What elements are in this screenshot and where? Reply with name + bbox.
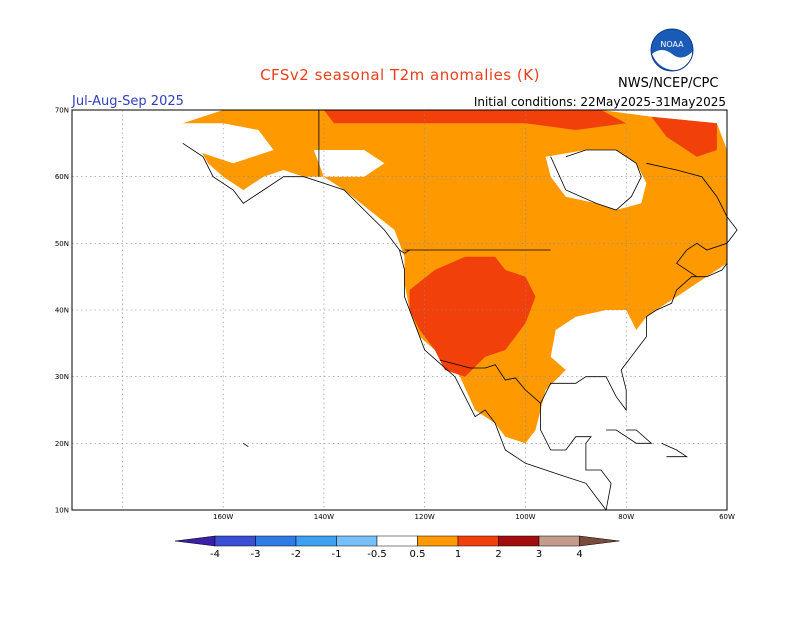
colorbar-label: -2 bbox=[291, 549, 301, 560]
colorbar-box bbox=[538, 535, 580, 547]
anomaly-region-1-to-2-baffin bbox=[651, 116, 717, 157]
longitude-label: 140W bbox=[314, 513, 334, 521]
hudson-bay-no-anomaly bbox=[545, 150, 647, 210]
colorbar-label: 0.5 bbox=[410, 549, 426, 560]
yukon-no-anomaly bbox=[313, 150, 385, 177]
longitude-label: 120W bbox=[415, 513, 435, 521]
hudson-bay-coastline bbox=[550, 149, 642, 211]
noaa-logo-icon: NOAA bbox=[650, 28, 694, 72]
southeast-us-no-anomaly bbox=[550, 310, 637, 370]
initial-conditions-label: Initial conditions: 22May2025-31May2025 bbox=[473, 95, 726, 109]
colorbar-box bbox=[417, 535, 459, 547]
colorbar-box bbox=[376, 535, 418, 547]
anomaly-region-1-to-2-arctic bbox=[323, 110, 627, 130]
colorbar-label: -0.5 bbox=[367, 549, 387, 560]
longitude-label: 60W bbox=[719, 513, 735, 521]
vancouver-island bbox=[399, 249, 410, 254]
map-gridlines bbox=[72, 110, 727, 510]
latitude-label: 40N bbox=[55, 307, 69, 315]
colorbar-box bbox=[295, 535, 337, 547]
logo-text: NOAA bbox=[660, 40, 684, 49]
latitude-label: 10N bbox=[55, 507, 69, 515]
atlantic-coastline bbox=[540, 263, 728, 511]
labrador-coastline bbox=[646, 162, 738, 278]
colorbar-label: -4 bbox=[210, 549, 220, 560]
colorbar-label: 4 bbox=[576, 549, 582, 560]
longitude-labels: 160W 140W 120W 100W 80W 60W bbox=[213, 513, 735, 521]
latitude-labels: 70N 60N 50N 40N 30N 20N 10N bbox=[55, 107, 69, 515]
pacific-coastline bbox=[182, 142, 607, 511]
chart-title: CFSv2 seasonal T2m anomalies (K) bbox=[260, 66, 540, 84]
hispaniola-coastline bbox=[661, 442, 689, 458]
colorbar-label: 3 bbox=[536, 549, 542, 560]
cuba-coastline bbox=[606, 429, 653, 444]
map-frame bbox=[71, 109, 728, 511]
longitude-label: 100W bbox=[515, 513, 535, 521]
colorbar-low-arrow bbox=[174, 535, 216, 547]
latitude-label: 20N bbox=[55, 440, 69, 448]
colorbar-box bbox=[457, 535, 499, 547]
colorbar-label: 2 bbox=[495, 549, 501, 560]
colorbar-label: 1 bbox=[455, 549, 461, 560]
colorbar-box bbox=[498, 535, 540, 547]
colorbar-box bbox=[255, 535, 297, 547]
colorbar-box bbox=[214, 535, 256, 547]
latitude-label: 70N bbox=[55, 107, 69, 115]
hawaii-island bbox=[243, 442, 249, 448]
latitude-label: 50N bbox=[55, 240, 69, 248]
season-label: Jul-Aug-Sep 2025 bbox=[72, 94, 184, 109]
latitude-label: 60N bbox=[55, 173, 69, 181]
colorbar-box bbox=[336, 535, 378, 547]
us-mexico-border bbox=[439, 359, 541, 404]
coastlines bbox=[182, 110, 738, 511]
longitude-label: 160W bbox=[213, 513, 233, 521]
colorbar-label: -3 bbox=[251, 549, 261, 560]
longitude-label: 80W bbox=[618, 513, 634, 521]
latitude-label: 30N bbox=[55, 373, 69, 381]
colorbar-high-arrow bbox=[579, 535, 620, 547]
anomaly-fills bbox=[182, 110, 728, 444]
agency-label: NWS/NCEP/CPC bbox=[618, 76, 719, 91]
alaska-west-no-anomaly bbox=[182, 123, 274, 164]
anomaly-region-1-to-2-west bbox=[409, 256, 536, 377]
colorbar-label: -1 bbox=[332, 549, 342, 560]
